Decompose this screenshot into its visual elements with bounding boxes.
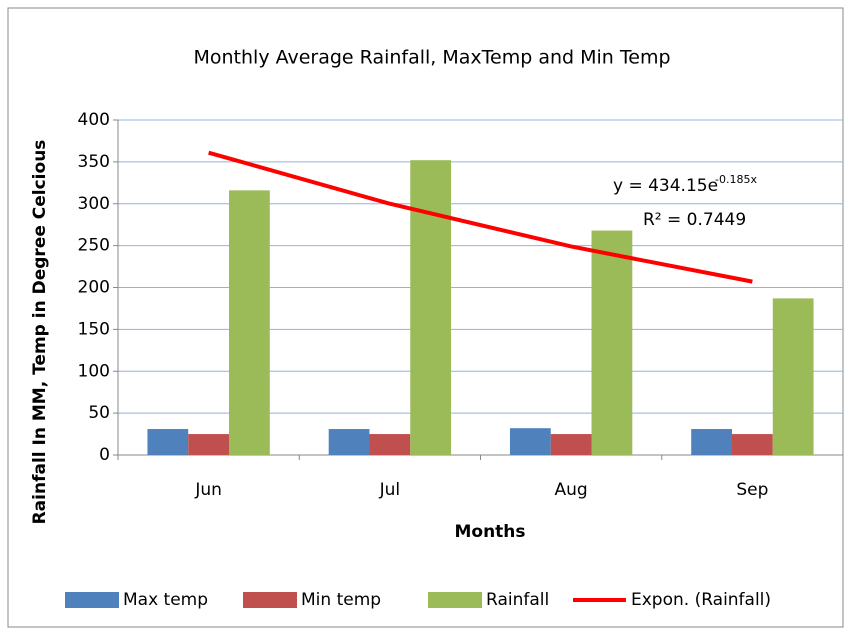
bar: [147, 429, 189, 455]
trend-line: [208, 150, 753, 284]
bar: [410, 160, 452, 455]
bar: [188, 434, 230, 455]
y-tick-label: 350: [78, 152, 110, 172]
bar: [731, 434, 773, 455]
legend-label: Max temp: [123, 590, 208, 610]
y-tick-label: 300: [78, 194, 110, 214]
x-tick-label: Sep: [736, 480, 768, 500]
trend-exponent: -0.185x: [715, 173, 757, 186]
bar: [229, 190, 270, 455]
legend-swatch: [428, 592, 482, 608]
x-tick-label: Aug: [555, 480, 588, 500]
bar: [328, 429, 370, 455]
trend-r-squared: R² = 0.7449: [643, 210, 746, 230]
legend-swatch: [65, 592, 119, 608]
legend-label: Expon. (Rainfall): [631, 590, 771, 610]
x-tick-label: Jul: [379, 480, 401, 500]
x-axis-label: Months: [454, 522, 525, 542]
y-tick-label: 250: [78, 236, 110, 256]
y-tick-label: 0: [99, 445, 110, 465]
y-tick-label: 400: [78, 110, 110, 130]
y-tick-label: 50: [88, 403, 110, 423]
legend-swatch: [243, 592, 297, 608]
x-tick-label: Jun: [194, 480, 222, 500]
legend-label: Rainfall: [486, 590, 549, 610]
bar: [509, 428, 551, 455]
trend-equation: y = 434.15e: [613, 176, 718, 196]
y-tick-label: 100: [78, 361, 110, 381]
chart-title: Monthly Average Rainfall, MaxTemp and Mi…: [193, 47, 670, 69]
y-axis-label: Rainfall In MM, Temp in Degree Celcious: [30, 140, 50, 525]
y-tick-label: 150: [78, 319, 110, 339]
y-tick-label: 200: [78, 278, 110, 298]
legend-label: Min temp: [301, 590, 381, 610]
bar: [591, 230, 633, 455]
bar: [772, 298, 814, 455]
bar: [369, 434, 411, 455]
bar: [550, 434, 592, 455]
bar: [691, 429, 732, 455]
